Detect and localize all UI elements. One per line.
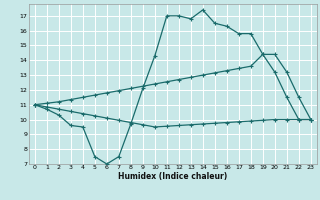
X-axis label: Humidex (Indice chaleur): Humidex (Indice chaleur) xyxy=(118,172,228,181)
